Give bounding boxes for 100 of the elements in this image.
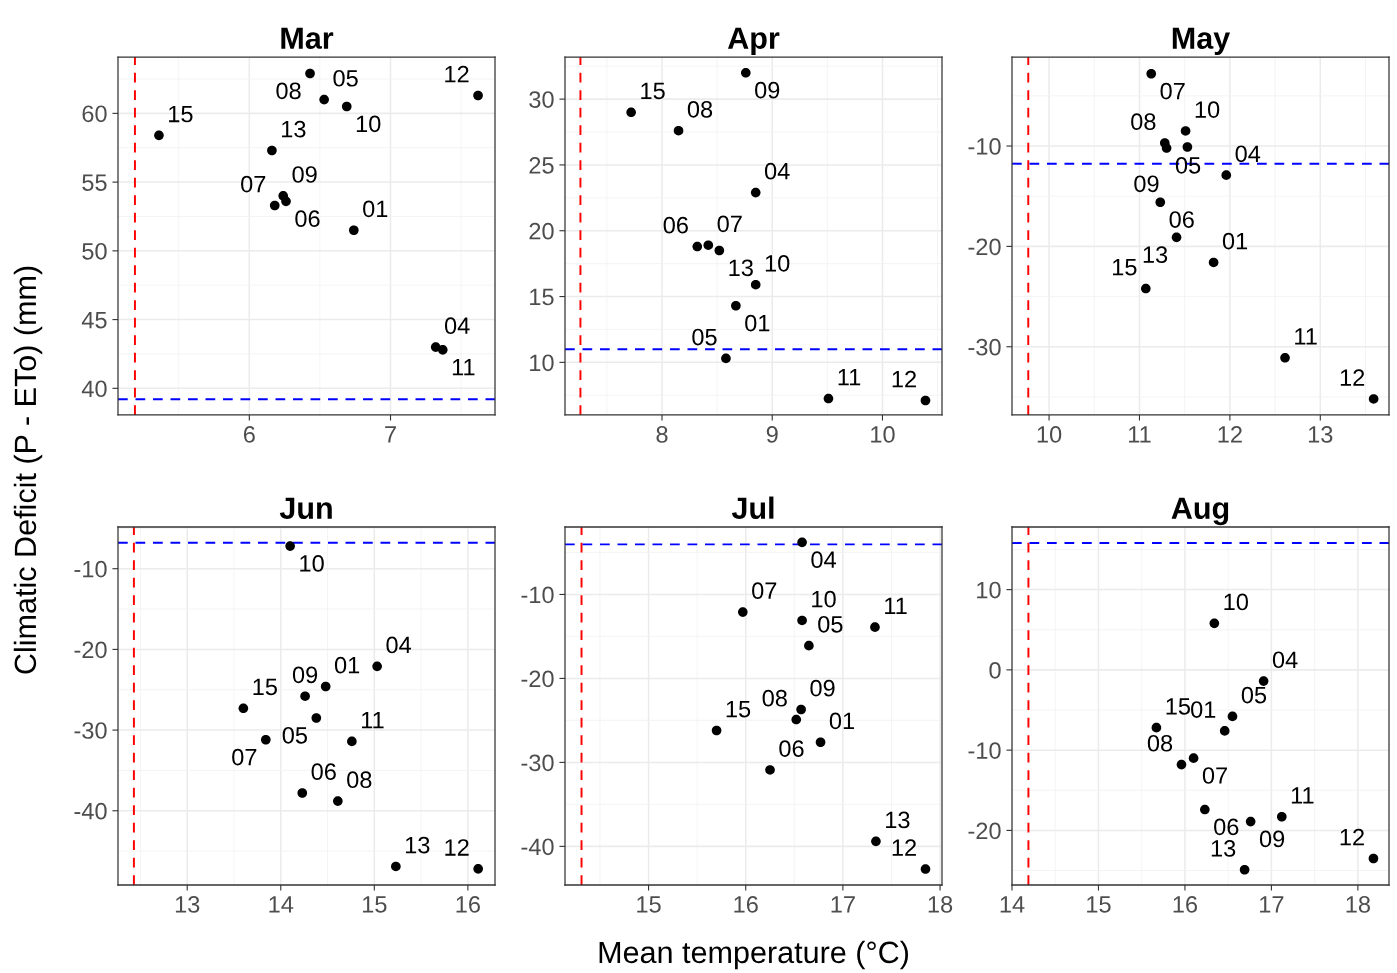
y-tick-label: 40 [81, 380, 107, 398]
x-tick-label: 15 [1087, 896, 1111, 913]
point [1280, 352, 1290, 363]
annotation: 07 [752, 582, 777, 600]
point [1180, 126, 1191, 136]
y-tick-label: 20 [529, 222, 554, 240]
y-tick-label: -40 [74, 802, 107, 820]
point [804, 640, 814, 651]
point [391, 861, 401, 872]
annotation: 09 [755, 81, 780, 99]
x-tick-label: 18 [1346, 896, 1370, 913]
annotation: 08 [1147, 734, 1173, 752]
annotation: 13 [282, 120, 306, 138]
y-tick-label: 0 [989, 661, 1001, 679]
point [437, 345, 448, 355]
y-tick-label: -20 [968, 238, 1001, 256]
point [740, 67, 751, 78]
annotation: 12 [1340, 828, 1364, 846]
point [1151, 722, 1162, 733]
annotation: 04 [764, 162, 790, 180]
point [1146, 68, 1157, 79]
x-tick-label: 8 [656, 426, 668, 443]
x-tick-label: 6 [243, 426, 255, 443]
annotation: 11 [452, 359, 475, 376]
y-axis-title: Climatic Deficit (P - ETo) (mm) [13, 266, 43, 674]
annotation: 01 [1222, 232, 1248, 250]
annotation: 11 [1295, 328, 1317, 345]
point [1209, 618, 1220, 629]
chart-title: Mar [281, 27, 334, 49]
annotation: 10 [1224, 593, 1249, 611]
point [1176, 759, 1187, 770]
annotation: 05 [1175, 156, 1201, 174]
point [703, 240, 714, 251]
annotation: 04 [386, 636, 412, 654]
point [920, 864, 931, 874]
point [348, 225, 359, 236]
x-tick-label: 17 [831, 896, 855, 913]
point [281, 196, 291, 207]
point [1239, 864, 1250, 875]
x-tick-label: 16 [456, 896, 480, 913]
point [714, 245, 725, 256]
annotation: 12 [892, 839, 916, 856]
y-tick-label: 45 [81, 311, 107, 329]
point [1258, 676, 1269, 686]
y-tick-label: -20 [521, 670, 554, 688]
x-tick-label: 17 [1260, 896, 1284, 913]
x-tick-label: 13 [1308, 426, 1333, 443]
annotation: 08 [347, 771, 372, 789]
annotation: 09 [1259, 830, 1285, 848]
annotation: 06 [1169, 211, 1194, 228]
y-tick-label: -40 [521, 838, 554, 856]
annotation: 10 [356, 115, 381, 133]
annotation: 06 [311, 763, 336, 781]
point [765, 765, 775, 775]
annotation: 07 [717, 215, 742, 233]
y-tick-label: -30 [521, 754, 554, 772]
annotation: 05 [818, 615, 843, 633]
y-tick-label: 10 [530, 354, 554, 372]
x-tick-label: 9 [766, 426, 778, 443]
point [238, 703, 249, 714]
point [1245, 816, 1256, 827]
y-tick-label: 50 [82, 242, 107, 260]
annotation: 07 [1202, 767, 1227, 784]
annotation: 12 [1340, 369, 1365, 386]
chart-title: May [1172, 27, 1231, 56]
y-tick-label: 10 [977, 581, 1001, 599]
annotation: 08 [276, 82, 301, 100]
annotation: 01 [363, 200, 388, 218]
annotation: 06 [663, 216, 688, 234]
point [673, 125, 684, 136]
chart-title: Aug [1171, 497, 1229, 526]
annotation: 05 [1241, 686, 1267, 704]
annotation: 06 [779, 740, 804, 757]
y-tick-label: -30 [74, 722, 107, 739]
annotation: 11 [1291, 787, 1314, 804]
point [305, 68, 315, 79]
chart-title: Jun [279, 497, 332, 519]
x-tick-label: 15 [637, 896, 661, 913]
point [796, 704, 806, 715]
point [1227, 711, 1238, 722]
point [1161, 143, 1172, 153]
point [692, 241, 703, 252]
annotation: 06 [295, 210, 320, 228]
point [311, 713, 322, 723]
y-tick-label: -20 [74, 641, 107, 659]
annotation: 11 [885, 597, 907, 614]
annotation: 15 [726, 701, 751, 718]
point [750, 187, 761, 198]
annotation: 09 [292, 666, 318, 684]
annotation: 07 [241, 175, 266, 193]
point [341, 101, 352, 112]
point [738, 607, 748, 617]
y-tick-label: 30 [529, 91, 554, 108]
point [347, 736, 357, 747]
annotation: 05 [333, 69, 358, 87]
annotation: 01 [829, 712, 854, 730]
x-tick-label: 14 [1000, 896, 1025, 913]
point [1219, 726, 1230, 736]
point [261, 734, 271, 745]
x-axis-title: Mean temperature (°C) [599, 940, 909, 970]
